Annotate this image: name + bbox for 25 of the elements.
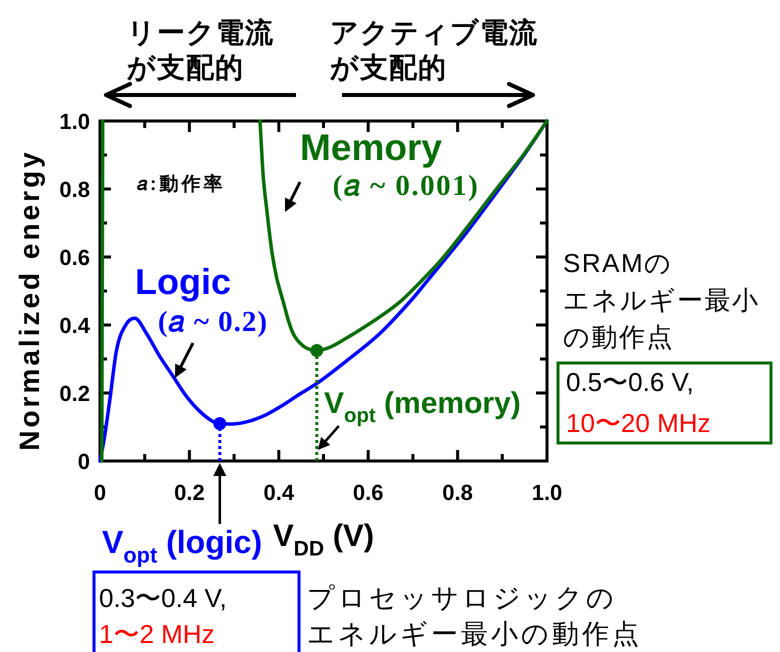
annotation: V$_{opt}$ (logic) <box>102 524 262 568</box>
x-tick-label: 0 <box>94 480 106 505</box>
text: 0.5〜0.6 V, 10〜20 MHz <box>566 367 710 438</box>
x-tick-label: 0.2 <box>174 480 205 505</box>
x-tick-label: 0.6 <box>352 480 384 505</box>
x-tick-label: 0.4 <box>264 480 295 505</box>
series-label: Memory (𝑎 ~ 0.001) <box>300 127 480 202</box>
series-label: V$_{opt}$ (memory) <box>324 387 521 427</box>
text: アクティブ電流が支配的 <box>330 17 538 83</box>
y-tick-label: 0.2 <box>59 381 90 406</box>
x-axis-title: V$_{DD}$ (V) <box>272 518 374 560</box>
x-tick-label: 0.8 <box>442 480 473 505</box>
text: 0.3〜0.4 V, 1〜2 MHz <box>99 583 227 649</box>
y-axis-title: Normalized energy <box>14 149 45 451</box>
series-label: Logic (𝑎 ~ 0.2) <box>135 261 268 338</box>
y-tick-label: 0 <box>78 449 90 474</box>
text: プロセッサロジックのエネルギー最小の動作点 <box>307 583 642 649</box>
x-tick-label: 1.0 <box>532 480 562 505</box>
y-tick-label: 0.4 <box>59 313 91 338</box>
y-tick-label: 0.6 <box>59 245 90 270</box>
text: SRAMのエネルギー最小の動作点 <box>563 248 760 352</box>
y-tick-label: 0.8 <box>59 177 90 202</box>
y-tick-label: 1.0 <box>59 109 90 134</box>
text: リーク電流が支配的 <box>127 17 274 83</box>
annotation: 𝑎:動作率 <box>137 173 226 195</box>
